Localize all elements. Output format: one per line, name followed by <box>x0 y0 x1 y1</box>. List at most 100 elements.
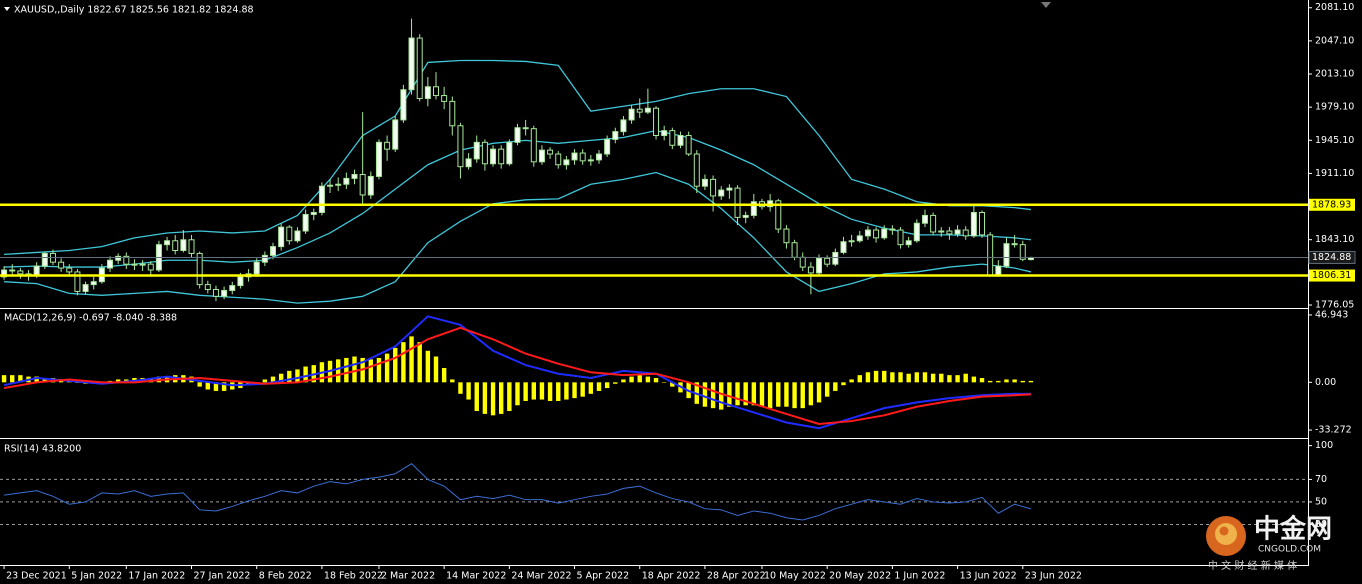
macd-histogram-bar <box>295 369 300 383</box>
candle-body <box>571 152 578 161</box>
macd-histogram-bar <box>409 336 414 383</box>
macd-histogram-bar <box>278 373 284 383</box>
macd-histogram-bar <box>539 382 545 400</box>
y-tick-label: 70 <box>1315 474 1327 485</box>
macd-histogram-bar <box>441 367 447 383</box>
candle-body <box>946 230 953 235</box>
macd-histogram-bar <box>352 356 357 383</box>
macd-histogram-bar <box>955 375 960 383</box>
watermark-name: 中金网 <box>1254 514 1332 545</box>
rsi-line <box>4 463 1032 521</box>
candle-body <box>375 141 382 177</box>
candle-body <box>229 285 236 291</box>
macd-histogram-bar <box>613 382 618 384</box>
candle-body <box>522 127 529 130</box>
macd-histogram-bar <box>979 378 985 383</box>
x-tick-label: 18 Feb 2022 <box>324 571 383 582</box>
candle-body <box>628 108 635 121</box>
macd-histogram-bar <box>376 357 382 383</box>
last-price-box <box>1308 250 1356 264</box>
macd-histogram-bar <box>197 382 202 387</box>
candle-body <box>783 228 790 244</box>
candle-body <box>970 211 977 237</box>
macd-histogram-bar <box>702 382 708 407</box>
macd-histogram-bar <box>384 353 390 383</box>
macd-histogram-bar <box>922 372 928 383</box>
macd-histogram-bar <box>1004 379 1009 383</box>
level-label: 1806.31 <box>1312 270 1351 281</box>
candle-body <box>433 86 439 97</box>
macd-histogram-bar <box>572 382 577 399</box>
y-tick-label: 1776.05 <box>1315 300 1354 311</box>
candle-body <box>799 256 806 268</box>
candle-body <box>864 229 871 237</box>
macd-histogram-bar <box>1012 379 1017 383</box>
macd-histogram-bar <box>727 382 732 407</box>
candle-body <box>498 148 505 165</box>
macd-histogram-bar <box>458 382 463 394</box>
macd-histogram-bar <box>287 370 292 383</box>
candle-body <box>693 153 700 187</box>
candle-body <box>310 211 317 215</box>
watermark-site: CNGOLD.COM <box>1258 545 1321 555</box>
macd-histogram-bar <box>719 382 724 410</box>
macd-histogram-bar <box>751 382 757 406</box>
macd-histogram-bar <box>833 382 838 391</box>
candle-body <box>653 107 660 137</box>
candle-body <box>318 185 325 213</box>
candle-body <box>473 141 480 160</box>
macd-histogram-bar <box>490 382 496 416</box>
macd-histogram-bar <box>368 359 374 383</box>
x-tick-label: 20 May 2022 <box>829 571 891 582</box>
macd-line <box>3 326 1031 425</box>
macd-histogram-bar <box>221 382 227 391</box>
candle-body <box>131 263 138 266</box>
chart-title: XAUUSD,,Daily 1822.67 1825.56 1821.82 18… <box>14 5 254 16</box>
menu-arrow <box>4 7 10 11</box>
x-tick-label: 18 Apr 2022 <box>642 571 701 582</box>
candle-body <box>408 37 415 91</box>
macd-histogram-bar <box>784 382 789 407</box>
candle-body <box>465 158 472 168</box>
candle-body <box>107 259 114 269</box>
macd-histogram-bar <box>661 382 667 383</box>
candle-body <box>351 173 358 179</box>
macd-histogram-bar <box>507 382 512 412</box>
macd-histogram-bar <box>556 382 561 401</box>
candle-body <box>677 135 684 146</box>
macd-histogram-bar <box>735 382 740 406</box>
x-tick-label: 17 Jan 2022 <box>128 571 185 582</box>
candle-body <box>563 159 570 166</box>
candle-body <box>685 135 692 155</box>
x-tick-label: 14 Mar 2022 <box>446 571 506 582</box>
y-tick-label: 2013.10 <box>1315 69 1354 80</box>
macd-histogram-bar <box>450 379 455 383</box>
x-tick-label: 23 Dec 2021 <box>6 571 67 582</box>
macd-histogram-bar <box>653 378 659 383</box>
macd-histogram-bar <box>393 347 398 383</box>
candle-body <box>881 228 888 239</box>
candle-body <box>547 149 554 155</box>
macd-histogram-bar <box>604 382 610 389</box>
macd-histogram-bar <box>115 379 121 383</box>
macd-histogram-bar <box>767 382 773 409</box>
x-tick-label: 27 Jan 2022 <box>194 571 251 582</box>
x-tick-label: 28 Apr 2022 <box>707 571 766 582</box>
macd-histogram-bar <box>987 380 993 383</box>
macd-histogram-bar <box>401 342 406 383</box>
y-tick-label: 2047.10 <box>1315 35 1354 46</box>
frame <box>0 0 1309 566</box>
macd-histogram-bar <box>947 375 952 383</box>
x-tick-label: 1 Jun 2022 <box>894 571 945 582</box>
candle-body <box>212 288 219 297</box>
macd-histogram-bar <box>743 382 748 406</box>
candle-body <box>164 240 171 246</box>
candle-body <box>253 261 260 275</box>
y-tick-label: 100 <box>1315 440 1333 451</box>
macd-histogram-bar <box>523 382 528 401</box>
candle-body <box>889 228 896 231</box>
candle-body <box>506 141 513 165</box>
y-tick-label: 1911.10 <box>1315 168 1354 179</box>
x-tick-label: 13 Jun 2022 <box>960 571 1017 582</box>
candle-body <box>718 189 725 197</box>
